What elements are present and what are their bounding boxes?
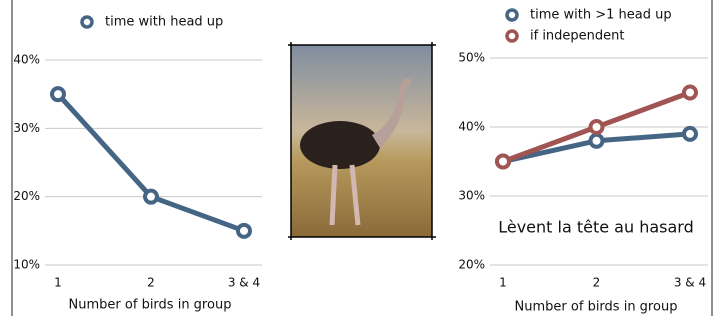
y-tick-label: 20% <box>13 189 40 203</box>
ostrich-photo <box>288 42 436 240</box>
slide: 10% 20% 30% 40% 1 2 3 & 4 Number of birds in gr… <box>0 0 724 316</box>
y-tick-label: 50% <box>458 51 485 65</box>
x-tick-label: 2 <box>593 276 601 290</box>
y-tick-label: 10% <box>13 258 40 272</box>
x-tick-label: 2 <box>147 276 155 290</box>
point <box>591 121 603 133</box>
legend-marker <box>507 10 517 20</box>
y-tick-label: 30% <box>13 121 40 135</box>
point <box>591 135 603 147</box>
point <box>145 191 157 203</box>
point <box>684 128 696 140</box>
x-axis-label: Number of birds in group <box>515 300 678 315</box>
x-tick-label: 3 & 4 <box>674 276 706 290</box>
legend-label: if independent <box>530 29 625 44</box>
legend-label: time with >1 head up <box>530 8 672 23</box>
legend-label: time with head up <box>105 15 223 30</box>
point <box>684 87 696 99</box>
y-tick-label: 40% <box>13 53 40 67</box>
y-tick-label: 30% <box>458 189 485 203</box>
series-line <box>58 94 244 231</box>
y-tick-label: 40% <box>458 120 485 134</box>
point <box>497 156 509 168</box>
y-tick-label: 20% <box>458 258 485 272</box>
annotation: Lèvent la tête au hasard <box>498 218 694 237</box>
x-tick-label: 1 <box>54 276 62 290</box>
x-tick-label: 1 <box>499 276 507 290</box>
x-axis-label: Number of birds in group <box>69 298 232 313</box>
legend-marker <box>82 17 92 27</box>
point <box>238 225 250 237</box>
x-tick-label: 3 & 4 <box>228 276 260 290</box>
point <box>52 88 64 100</box>
legend-marker <box>507 31 517 41</box>
